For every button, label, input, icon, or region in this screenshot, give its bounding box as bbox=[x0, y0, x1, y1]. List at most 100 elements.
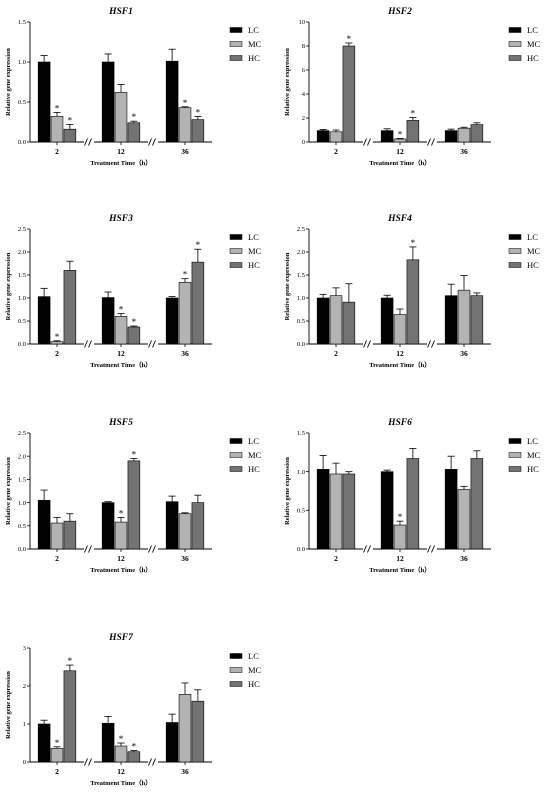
bar-hc bbox=[191, 261, 205, 345]
y-tick-label: 2.5 bbox=[18, 430, 26, 437]
significance-star: * bbox=[411, 238, 416, 248]
x-axis-label: Treatment Time（h） bbox=[90, 566, 151, 574]
x-tick-label: 12 bbox=[117, 147, 125, 156]
significance-star: * bbox=[119, 734, 124, 744]
y-tick-label: 0.0 bbox=[297, 546, 305, 553]
bar-mc bbox=[114, 92, 128, 143]
axis-break-mark bbox=[427, 545, 431, 553]
bar-lc bbox=[165, 501, 179, 550]
chart-title: HSF5 bbox=[108, 418, 133, 428]
axis-break-mark bbox=[152, 758, 156, 766]
legend-swatch-hc bbox=[229, 681, 243, 687]
y-tick-label: 6 bbox=[302, 67, 306, 74]
x-tick-label: 12 bbox=[396, 554, 404, 563]
x-tick-label: 12 bbox=[396, 147, 404, 156]
y-tick-label: 1.0 bbox=[18, 500, 26, 507]
legend-swatch-mc bbox=[508, 452, 522, 458]
bar-hc bbox=[127, 460, 141, 550]
bar-mc bbox=[393, 524, 407, 550]
bar-mc bbox=[178, 282, 192, 345]
y-tick-label: 0.0 bbox=[18, 139, 26, 146]
x-tick-label: 12 bbox=[396, 349, 404, 358]
bar-hc bbox=[127, 122, 141, 143]
chart-title: HSF7 bbox=[108, 633, 134, 643]
y-tick-label: 1.0 bbox=[297, 469, 305, 476]
legend-swatch-lc bbox=[508, 438, 522, 444]
y-tick-label: 1.5 bbox=[18, 272, 26, 279]
axis-break-mark bbox=[88, 545, 92, 553]
significance-star: * bbox=[347, 34, 352, 44]
axis-break-mark bbox=[148, 545, 152, 553]
bar-mc bbox=[50, 522, 64, 550]
x-tick-label: 2 bbox=[334, 349, 338, 358]
y-tick-label: 0.5 bbox=[18, 523, 26, 530]
bar-lc bbox=[101, 61, 115, 143]
bar-lc bbox=[316, 130, 330, 143]
bar-lc bbox=[380, 130, 394, 143]
bar-mc bbox=[50, 341, 64, 345]
x-tick-label: 2 bbox=[55, 767, 59, 776]
axis-break-mark bbox=[427, 340, 431, 348]
chart-title: HSF6 bbox=[387, 418, 412, 428]
x-axis-label: Treatment Time（h） bbox=[369, 159, 430, 167]
bar-hc bbox=[406, 120, 420, 143]
bar-mc bbox=[329, 295, 343, 345]
legend: LC MC HC bbox=[508, 436, 541, 474]
bar-lc bbox=[101, 502, 115, 550]
significance-star: * bbox=[398, 512, 403, 522]
legend-label-mc: MC bbox=[527, 246, 541, 256]
bar-mc bbox=[329, 473, 343, 550]
axis-break-mark bbox=[363, 340, 367, 348]
x-tick-label: 12 bbox=[117, 349, 125, 358]
bar-hc bbox=[406, 458, 420, 550]
y-tick-label: 1.5 bbox=[297, 272, 305, 279]
significance-star: * bbox=[196, 107, 201, 117]
x-tick-label: 2 bbox=[55, 349, 59, 358]
legend-swatch-lc bbox=[508, 234, 522, 240]
legend: LC MC HC bbox=[229, 232, 262, 270]
legend-label-lc: LC bbox=[248, 232, 259, 242]
significance-star: * bbox=[119, 508, 124, 518]
y-tick-label: 4 bbox=[302, 91, 306, 98]
bar-hc bbox=[191, 119, 205, 143]
y-tick-label: 8 bbox=[302, 43, 305, 50]
bar-lc bbox=[316, 297, 330, 345]
legend-swatch-lc bbox=[229, 234, 243, 240]
y-tick-label: 2 bbox=[302, 115, 305, 122]
x-tick-label: 36 bbox=[181, 767, 189, 776]
legend-label-hc: HC bbox=[248, 260, 260, 270]
legend-swatch-hc bbox=[229, 466, 243, 472]
legend-swatch-mc bbox=[229, 667, 243, 673]
y-axis-label: Relative gene expression bbox=[5, 671, 12, 739]
bar-mc bbox=[114, 745, 128, 763]
significance-star: * bbox=[398, 129, 403, 139]
legend: LC MC HC bbox=[508, 232, 541, 270]
y-tick-label: 1 bbox=[23, 721, 26, 728]
legend-swatch-lc bbox=[229, 653, 243, 659]
y-tick-label: 0.5 bbox=[297, 508, 305, 515]
x-tick-label: 2 bbox=[55, 147, 59, 156]
x-axis-label: Treatment Time（h） bbox=[90, 361, 151, 369]
bar-mc bbox=[50, 116, 64, 143]
significance-star: * bbox=[68, 115, 73, 125]
y-tick-label: 0.0 bbox=[18, 546, 26, 553]
axis-break-mark bbox=[431, 138, 435, 146]
y-tick-label: 0.5 bbox=[18, 318, 26, 325]
axis-break-mark bbox=[367, 138, 371, 146]
bar-lc bbox=[37, 499, 51, 550]
y-axis-label: Relative gene expression bbox=[284, 252, 291, 320]
bar-lc bbox=[101, 297, 115, 345]
bar-hc bbox=[63, 128, 77, 143]
axis-break-mark bbox=[148, 340, 152, 348]
axis-break-mark bbox=[84, 758, 88, 766]
y-tick-label: 0 bbox=[23, 759, 26, 766]
chart-panel-hsf4: HSF4 0.0 0.5 1.0 1.5 2.0 2.5 Relative gene expr… bbox=[284, 214, 541, 369]
legend-swatch-hc bbox=[508, 262, 522, 268]
legend-swatch-mc bbox=[508, 248, 522, 254]
y-axis-label: Relative gene expression bbox=[5, 457, 12, 525]
axis-break-mark bbox=[363, 138, 367, 146]
y-tick-label: 0.5 bbox=[18, 99, 26, 106]
legend-swatch-lc bbox=[508, 27, 522, 33]
